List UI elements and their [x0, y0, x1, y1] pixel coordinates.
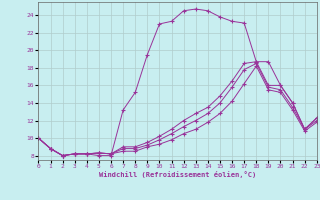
X-axis label: Windchill (Refroidissement éolien,°C): Windchill (Refroidissement éolien,°C): [99, 171, 256, 178]
